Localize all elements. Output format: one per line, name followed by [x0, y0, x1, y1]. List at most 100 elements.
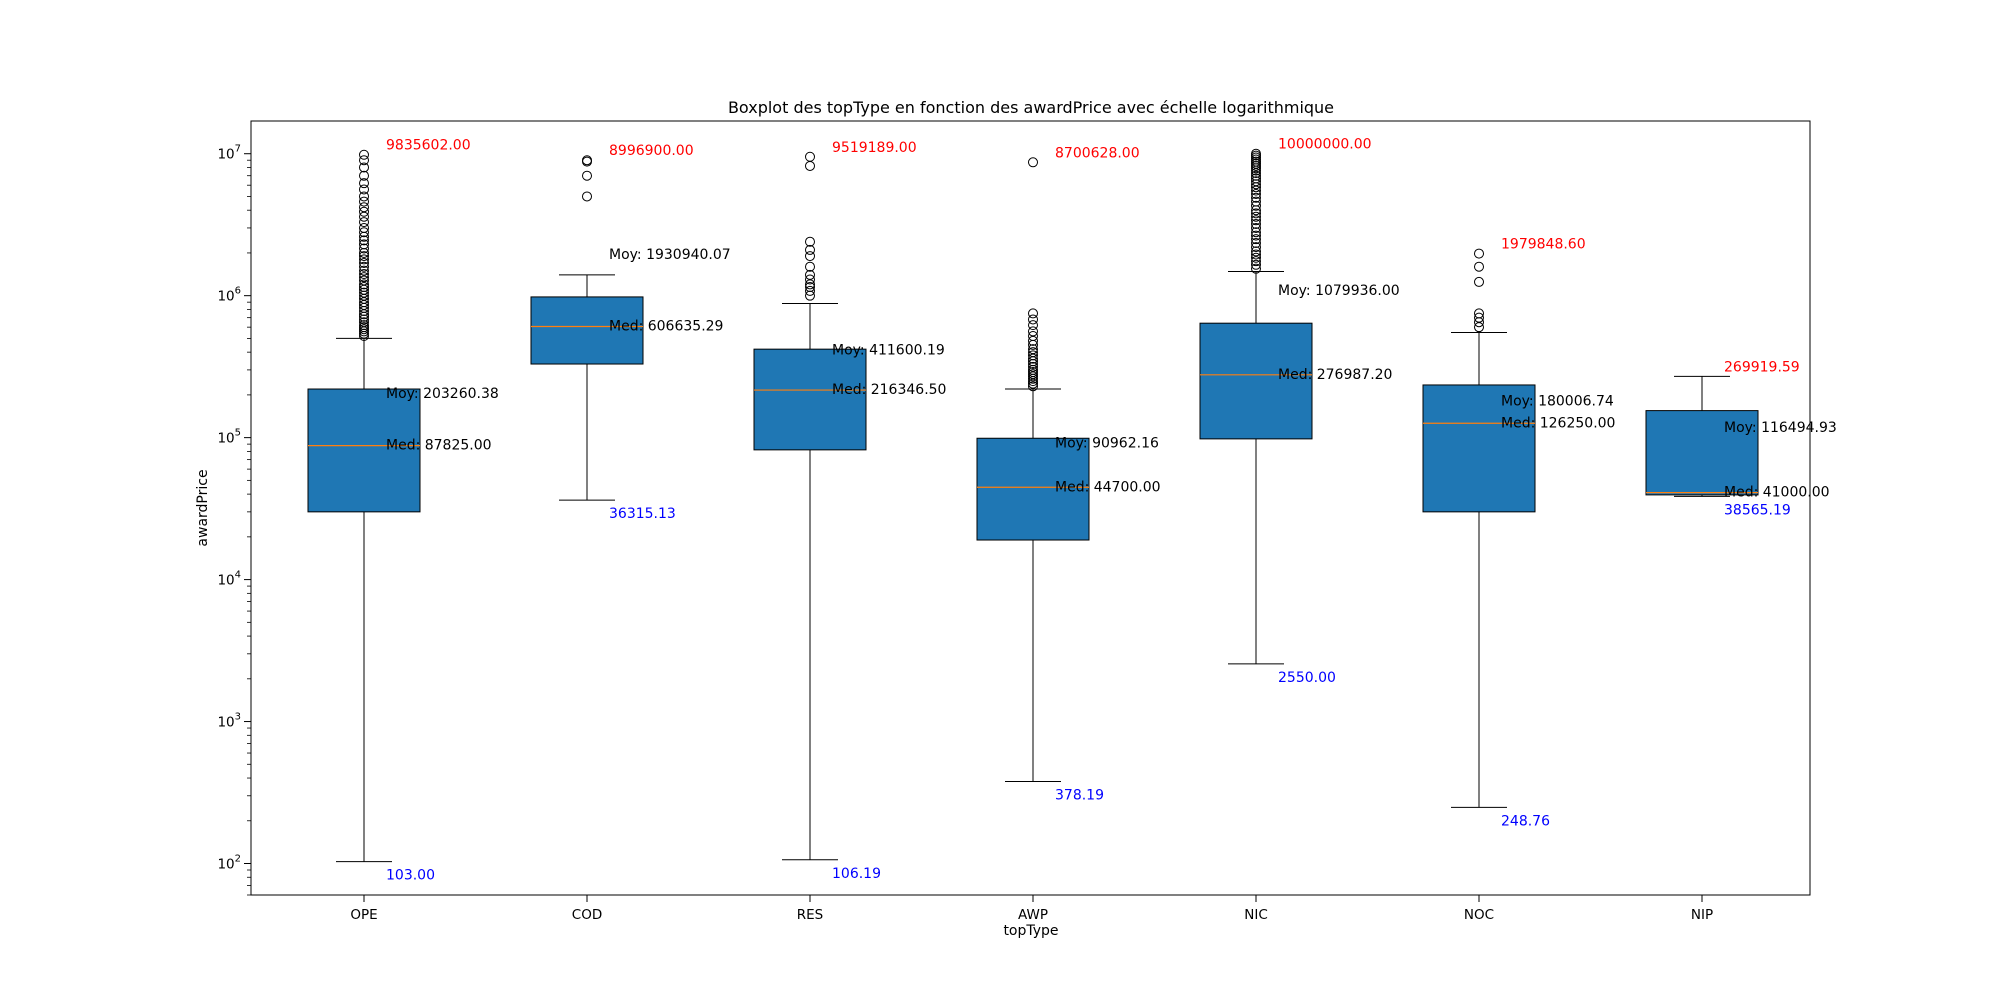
outlier-point [359, 202, 369, 213]
x-tick-label: NIP [1691, 907, 1713, 923]
outlier-point [359, 222, 369, 233]
outlier-point [359, 282, 369, 293]
outlier-point [1251, 196, 1261, 207]
median-label: Med: 126250.00 [1501, 415, 1615, 431]
outlier-point [1251, 249, 1261, 260]
outlier-point [359, 254, 369, 265]
outlier-point [359, 178, 369, 189]
x-tick-label: RES [797, 907, 823, 923]
outlier-point [1251, 170, 1261, 181]
outlier-point [805, 160, 815, 171]
outlier-point [1251, 242, 1261, 253]
outlier-point [805, 236, 815, 247]
y-tick-label: 106 [217, 286, 241, 305]
outlier-point [805, 285, 815, 296]
median-label: Med: 276987.20 [1278, 367, 1392, 383]
outlier-point [1251, 237, 1261, 248]
max-value-label: 8700628.00 [1055, 145, 1140, 161]
outlier-point [359, 269, 369, 280]
y-tick-exponent: 3 [235, 712, 241, 723]
box [1422, 384, 1536, 513]
outlier-point [1028, 335, 1038, 346]
min-value-label: 103.00 [386, 868, 435, 884]
min-value-label: 378.19 [1055, 787, 1104, 803]
outlier-point [1028, 378, 1038, 389]
chart-marks: 9835602.00 Med: 87825.00 Moy: 203260.38 103… [307, 137, 1837, 884]
outlier-point [359, 211, 369, 222]
min-value-label: 36315.13 [609, 506, 676, 522]
y-tick-base: 10 [217, 573, 234, 589]
chart-title: Boxplot des topType en fonction des awar… [728, 98, 1334, 117]
outlier-point [1251, 263, 1261, 274]
outlier-point [359, 184, 369, 195]
y-axis-label: awardPrice [195, 469, 211, 546]
outlier-point [582, 170, 592, 181]
max-value-label: 269919.59 [1724, 359, 1800, 375]
outlier-point [359, 243, 369, 254]
outlier-point [359, 162, 369, 173]
outlier-point [805, 244, 815, 255]
box-group-ope: 9835602.00 Med: 87825.00 Moy: 203260.38 103… [307, 138, 499, 884]
outlier-point [1251, 256, 1261, 267]
outlier-point [1474, 276, 1484, 287]
outlier-point [1251, 230, 1261, 241]
outlier-point [1251, 234, 1261, 245]
outlier-point [1251, 189, 1261, 200]
outlier-point [1251, 173, 1261, 184]
outlier-point [805, 261, 815, 272]
outlier-point [359, 227, 369, 238]
outlier-point [1028, 371, 1038, 382]
outlier-point [1251, 227, 1261, 238]
x-tick-label: NIC [1244, 907, 1268, 923]
outlier-point [359, 261, 369, 272]
outlier-point [1251, 211, 1261, 222]
x-tick-label: NOC [1464, 907, 1494, 923]
max-value-label: 9835602.00 [386, 138, 471, 154]
box-group-cod: 8996900.00 Med: 606635.29 Moy: 1930940.07 3… [530, 143, 731, 522]
outlier-point [1474, 248, 1484, 259]
outlier-point [1251, 160, 1261, 171]
outlier-point [1251, 246, 1261, 257]
box [753, 348, 867, 451]
outlier-point [1028, 350, 1038, 361]
outlier-point [359, 191, 369, 202]
outlier-point [1251, 200, 1261, 211]
y-tick-base: 10 [217, 431, 234, 447]
box [1199, 322, 1313, 440]
outlier-point [1474, 308, 1484, 319]
y-tick-exponent: 6 [235, 286, 241, 297]
outlier-point [359, 265, 369, 276]
outlier-point [582, 191, 592, 202]
y-tick-exponent: 2 [235, 854, 241, 865]
min-value-label: 248.76 [1501, 813, 1550, 829]
outlier-point [1251, 218, 1261, 229]
outlier-point [1028, 381, 1038, 392]
box-group-noc: 1979848.60 Med: 126250.00 Moy: 180006.74 24… [1422, 237, 1615, 829]
y-tick-exponent: 5 [235, 428, 241, 439]
outlier-point [582, 155, 592, 166]
min-value-label: 2550.00 [1278, 670, 1336, 686]
y-tick-label: 107 [217, 144, 241, 163]
outlier-point [1028, 347, 1038, 358]
y-tick-exponent: 7 [235, 144, 241, 155]
outlier-point [1028, 157, 1038, 168]
y-tick-base: 10 [217, 289, 234, 305]
outlier-point [359, 272, 369, 283]
outlier-point [1251, 208, 1261, 219]
outlier-point [359, 149, 369, 160]
max-value-label: 9519189.00 [832, 140, 917, 156]
median-label: Med: 87825.00 [386, 438, 492, 454]
outlier-point [359, 275, 369, 286]
outlier-point [805, 282, 815, 293]
outlier-point [1474, 261, 1484, 272]
outlier-point [1251, 252, 1261, 263]
outlier-point [1251, 215, 1261, 226]
outlier-point [805, 279, 815, 290]
outlier-point [1028, 308, 1038, 319]
outlier-point [359, 257, 369, 268]
y-tick-label: 105 [217, 428, 241, 447]
outlier-point [1251, 176, 1261, 187]
median-label: Med: 216346.50 [832, 382, 946, 398]
outlier-point [1251, 179, 1261, 190]
